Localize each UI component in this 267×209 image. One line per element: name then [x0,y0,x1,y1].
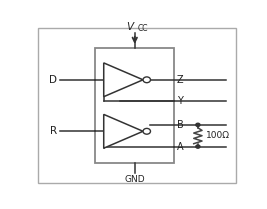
Circle shape [196,123,200,126]
Text: CC: CC [138,24,148,33]
Circle shape [143,128,151,134]
Text: A: A [176,141,183,152]
Polygon shape [104,114,143,148]
Polygon shape [104,63,143,97]
Text: V: V [127,22,134,32]
Circle shape [196,145,200,148]
Text: 100Ω: 100Ω [206,131,230,140]
Text: GND: GND [124,175,145,184]
Text: D: D [49,75,57,85]
Text: Y: Y [176,96,182,106]
Bar [96,48,174,163]
Text: Z: Z [176,75,183,85]
Text: R: R [50,126,57,136]
Circle shape [143,77,151,83]
Text: B: B [176,120,183,130]
